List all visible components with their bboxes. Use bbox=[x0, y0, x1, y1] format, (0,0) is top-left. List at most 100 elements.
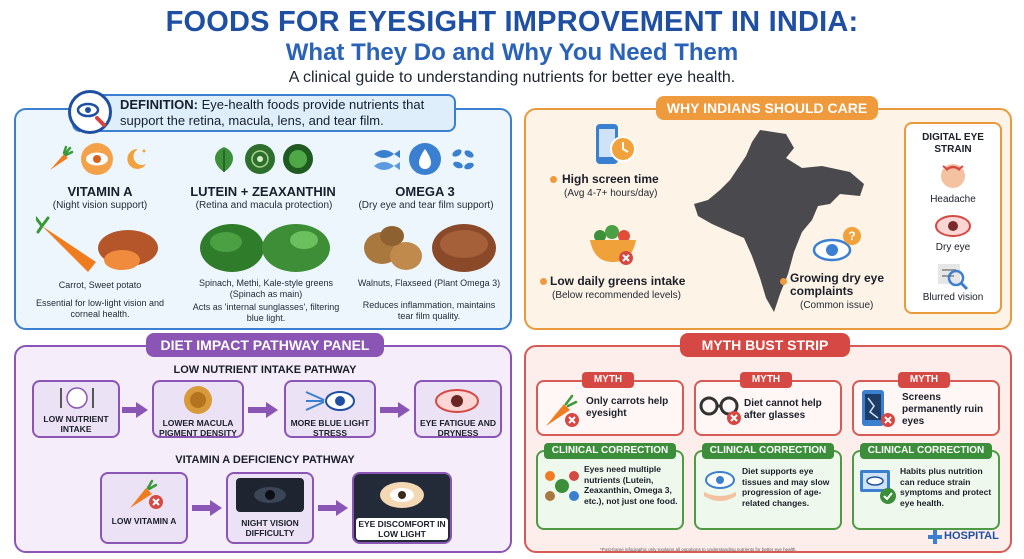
hospital-brand: HOSPITAL bbox=[944, 530, 999, 542]
care-item-screen-time: High screen time bbox=[562, 172, 659, 186]
leaf-icon bbox=[215, 147, 233, 172]
strain-item-headache: Headache bbox=[930, 194, 976, 205]
pathway1-step-label: LOW NUTRIENT INTAKE bbox=[43, 414, 109, 434]
care-item-greens-sub: (Below recommended levels) bbox=[552, 290, 681, 301]
carrot-icon bbox=[50, 145, 74, 170]
arrow-right-icon bbox=[398, 402, 410, 418]
glasses-x-icon bbox=[699, 396, 741, 425]
spinach-greens-image bbox=[200, 224, 330, 272]
bullet-dot bbox=[550, 176, 557, 183]
eye-icon bbox=[81, 143, 113, 175]
myth-text: Screens permanently ruin eyes bbox=[902, 392, 984, 427]
blurred-vision-icon bbox=[938, 264, 969, 290]
correction-tag: CLINICAL CORRECTION bbox=[544, 443, 676, 459]
definition-body: Eye-health foods provide nutrients that … bbox=[120, 97, 425, 128]
why-care-title: WHY INDIANS SHOULD CARE bbox=[656, 96, 878, 120]
nutrient-role-lutein: (Retina and macula protection) bbox=[195, 200, 333, 211]
hospital-cross-icon bbox=[928, 530, 942, 544]
pathway-title: DIET IMPACT PATHWAY PANEL bbox=[146, 333, 384, 357]
svg-text:?: ? bbox=[848, 229, 855, 243]
correction-tag: CLINICAL CORRECTION bbox=[702, 443, 834, 459]
water-drop-icon bbox=[409, 143, 441, 175]
hand-eye-icon bbox=[704, 471, 736, 501]
dry-eye-icon bbox=[935, 215, 971, 237]
nutrient-variety-icon bbox=[545, 471, 579, 501]
benefit-omega3: Reduces inflammation, maintains tear fil… bbox=[362, 300, 496, 321]
footnote: *Post-frame infographic only explains al… bbox=[600, 547, 797, 552]
tagline: A clinical guide to understanding nutrie… bbox=[288, 69, 736, 86]
arrow-right-icon bbox=[210, 500, 222, 516]
foods-vitamin-a: Carrot, Sweet potato bbox=[58, 280, 142, 290]
carrot-sweet-potato-image bbox=[36, 216, 158, 272]
nutrient-name-omega3: OMEGA 3 bbox=[395, 184, 455, 199]
arrow-line bbox=[248, 407, 268, 413]
myth-strip-title: MYTH BUST STRIP bbox=[680, 333, 850, 357]
nutrient-name-lutein: LUTEIN + ZEAXANTHIN bbox=[190, 184, 336, 199]
nutrient-name-vitamin-a: VITAMIN A bbox=[67, 184, 133, 199]
macula-pigment-icon bbox=[184, 386, 212, 414]
carrot-x-icon bbox=[130, 479, 163, 509]
arrow-line bbox=[192, 505, 212, 511]
benefit-vitamin-a: Essential for low-light vision and corne… bbox=[35, 298, 165, 319]
retina-icon bbox=[245, 144, 275, 174]
macula-icon bbox=[283, 144, 313, 174]
strain-item-blurred-vision: Blurred vision bbox=[922, 292, 984, 303]
correction-tag: CLINICAL CORRECTION bbox=[860, 443, 992, 459]
nutrient-role-vitamin-a: (Night vision support) bbox=[52, 200, 148, 211]
main-title: FOODS FOR EYESIGHT IMPROVEMENT IN INDIA: bbox=[165, 6, 859, 38]
pathway2-title: VITAMIN A DEFICIENCY PATHWAY bbox=[175, 454, 355, 466]
care-item-dry-eye: Growing dry eye complaints bbox=[790, 271, 885, 298]
care-item-greens: Low daily greens intake bbox=[550, 274, 686, 288]
care-item-screen-time-sub: (Avg 4-7+ hours/day) bbox=[564, 188, 658, 199]
nutrient-role-omega3: (Dry eye and tear film support) bbox=[358, 200, 494, 211]
definition-box bbox=[72, 94, 456, 132]
strain-item-dry-eye: Dry eye bbox=[935, 242, 971, 253]
correction-text: Diet supports eye tissues and may slow p… bbox=[742, 466, 830, 508]
pathway1-step-label: LOWER MACULA PIGMENT DENSITY bbox=[159, 418, 237, 438]
bullet-dot bbox=[780, 278, 787, 285]
pathway1-step-label: EYE FATIGUE AND DRYNESS bbox=[419, 418, 497, 438]
plate-utensils-icon bbox=[60, 387, 94, 409]
myth-text: Only carrots help eyesight bbox=[586, 396, 669, 419]
foods-lutein: Spinach, Methi, Kale-style greens (Spina… bbox=[198, 278, 334, 299]
myth-tag: MYTH bbox=[898, 372, 950, 388]
arrow-right-icon bbox=[266, 402, 278, 418]
phone-clock-icon bbox=[596, 124, 636, 164]
main-subtitle: What They Do and Why You Need Them bbox=[285, 39, 739, 66]
correction-card bbox=[694, 450, 842, 530]
arrow-right-icon bbox=[336, 500, 348, 516]
definition-text: DEFINITION: Eye-health foods provide nut… bbox=[120, 97, 450, 129]
walnut-flaxseed-image bbox=[364, 224, 496, 272]
night-eye-icon bbox=[236, 478, 304, 512]
india-map bbox=[694, 130, 864, 312]
myth-text: Diet cannot help after glasses bbox=[744, 398, 822, 421]
blue-light-eye-icon bbox=[305, 391, 355, 411]
myth-tag: MYTH bbox=[740, 372, 792, 388]
myth-card bbox=[694, 380, 842, 436]
moon-icon bbox=[127, 148, 146, 169]
seeds-icon bbox=[452, 149, 474, 170]
fish-icon bbox=[374, 150, 400, 170]
pathway1-step bbox=[284, 380, 376, 438]
pathway1-title: LOW NUTRIENT INTAKE PATHWAY bbox=[173, 364, 357, 376]
headache-icon bbox=[941, 164, 965, 188]
pathway2-step-label: NIGHT VISION DIFFICULTY bbox=[241, 518, 299, 538]
correction-text: Eyes need multiple nutrients (Lutein, Ze… bbox=[584, 464, 678, 506]
eye-discomfort-icon bbox=[380, 482, 424, 508]
benefit-lutein: Acts as 'internal sunglasses', filtering… bbox=[192, 302, 340, 323]
salad-bowl-icon bbox=[590, 225, 636, 265]
arrow-line bbox=[380, 407, 400, 413]
carrot-x-icon bbox=[546, 394, 579, 427]
foods-omega3: Walnuts, Flaxseed (Plant Omega 3) bbox=[357, 278, 501, 288]
correction-text: Habits plus nutrition can reduce strain … bbox=[900, 466, 992, 508]
digital-eye-strain-title: DIGITAL EYE STRAIN bbox=[922, 132, 984, 155]
arrow-line bbox=[122, 407, 138, 413]
eye-magnifier-icon bbox=[68, 90, 112, 134]
broken-phone-icon bbox=[862, 390, 895, 427]
pathway2-step-label: EYE DISCOMFORT IN LOW LIGHT bbox=[356, 518, 448, 540]
arrow-right-icon bbox=[136, 402, 148, 418]
eye-question-icon: ? bbox=[812, 227, 861, 262]
myth-tag: MYTH bbox=[582, 372, 634, 388]
pathway2-step bbox=[100, 472, 188, 544]
definition-label: DEFINITION: bbox=[120, 97, 198, 112]
